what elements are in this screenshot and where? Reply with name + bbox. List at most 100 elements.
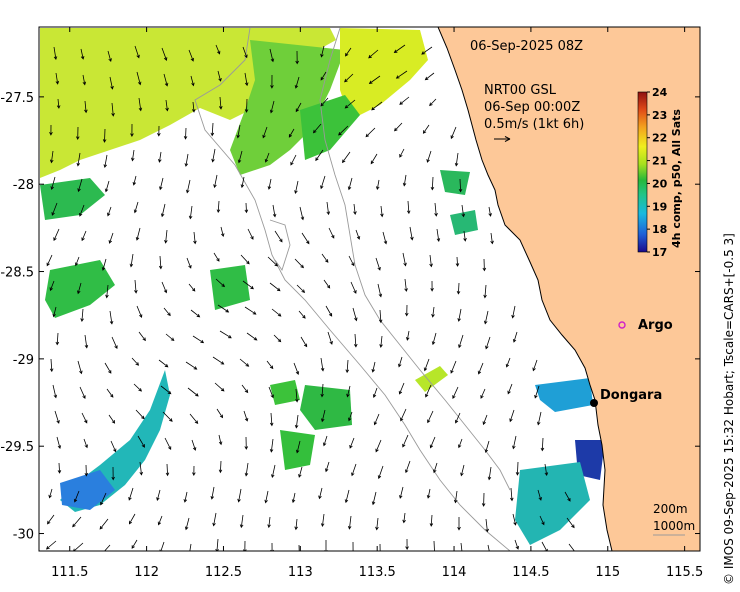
current-arrow	[380, 205, 384, 218]
current-arrow	[185, 361, 198, 370]
current-arrow	[328, 227, 335, 239]
current-arrow	[505, 357, 511, 368]
current-arrow	[102, 544, 111, 551]
current-arrow	[370, 153, 378, 165]
current-arrow	[537, 489, 542, 501]
current-arrow	[368, 49, 379, 59]
current-arrow	[450, 360, 457, 374]
current-arrow	[429, 254, 433, 268]
current-arrow	[398, 356, 403, 368]
current-arrow	[135, 409, 145, 420]
current-arrow	[210, 122, 215, 137]
current-arrow	[347, 515, 352, 530]
current-arrow	[79, 204, 85, 217]
current-arrow	[262, 126, 268, 139]
sst-patch-coast-green	[440, 170, 470, 195]
current-arrow	[394, 122, 403, 132]
current-arrow	[267, 256, 279, 267]
current-arrow	[191, 101, 196, 113]
current-arrow	[57, 462, 62, 474]
current-arrow	[161, 281, 168, 294]
current-arrow	[295, 102, 302, 113]
current-arrow	[421, 46, 433, 55]
current-arrow	[379, 543, 381, 551]
current-arrow	[429, 436, 436, 449]
current-arrow	[452, 386, 459, 399]
current-arrow	[345, 359, 350, 374]
current-arrow	[270, 74, 274, 89]
x-tick-label: 114	[442, 565, 467, 580]
depth-legend-200m: 200m	[653, 502, 688, 516]
current-arrow	[84, 334, 89, 349]
current-arrow	[378, 309, 383, 324]
current-arrow	[183, 491, 188, 503]
current-arrow	[377, 283, 383, 298]
contour-1000m	[194, 27, 511, 551]
current-arrow	[532, 359, 538, 372]
current-arrow	[243, 540, 247, 551]
current-arrow	[188, 205, 193, 220]
depth-contours	[194, 27, 511, 551]
current-arrow	[457, 308, 462, 322]
current-arrow	[210, 486, 215, 500]
current-arrow	[326, 201, 331, 216]
current-arrow	[136, 71, 142, 86]
current-arrow	[133, 201, 139, 214]
colorbar-tick-label: 24	[652, 86, 668, 99]
colorbar-ticks: 17 18 19 20 21 22 23 24	[647, 86, 668, 259]
current-arrow	[109, 76, 114, 90]
current-arrow	[136, 305, 143, 318]
y-tick-label: -28	[13, 178, 34, 193]
current-arrow	[161, 47, 168, 61]
current-arrow	[294, 518, 298, 531]
current-arrow	[450, 126, 457, 140]
current-arrow	[488, 206, 492, 217]
current-arrow	[104, 180, 110, 193]
current-arrow	[395, 70, 408, 79]
current-arrow	[365, 127, 376, 138]
current-arrow	[164, 229, 168, 244]
current-arrow	[298, 466, 303, 478]
current-arrow	[482, 414, 488, 426]
current-arrow	[110, 440, 117, 453]
current-arrow	[56, 436, 62, 450]
current-arrow	[375, 439, 382, 453]
current-arrow	[269, 48, 275, 63]
current-arrow	[240, 176, 245, 189]
current-arrow	[218, 460, 223, 474]
current-arrow	[104, 362, 112, 374]
x-tick-label: 112	[134, 565, 159, 580]
colorbar: 17 18 19 20 21 22 23 24 4h comp, p50, All Sats	[637, 86, 683, 259]
current-arrow	[320, 175, 326, 190]
x-tick-label: 113	[288, 565, 313, 580]
current-arrow	[157, 515, 163, 526]
current-arrow	[458, 178, 463, 193]
sst-patch-center-green-3	[270, 380, 300, 405]
current-arrow	[211, 148, 216, 163]
sst-patch-center-green-1	[210, 265, 250, 310]
current-arrow	[81, 230, 87, 242]
current-arrow	[321, 409, 326, 423]
current-arrow	[426, 488, 431, 499]
current-arrow	[137, 435, 145, 448]
current-arrow	[325, 305, 333, 317]
current-arrow	[434, 202, 438, 217]
current-arrow	[158, 359, 169, 368]
current-arrow	[564, 491, 571, 502]
current-arrow	[295, 440, 301, 454]
current-arrow	[162, 411, 173, 422]
current-arrow	[315, 149, 324, 162]
current-arrow	[344, 489, 350, 504]
current-arrow	[244, 202, 249, 214]
y-tick-label: -29	[13, 353, 34, 368]
current-arrow	[72, 516, 82, 528]
current-arrow	[158, 151, 162, 163]
current-arrow	[192, 335, 205, 344]
current-arrow	[239, 358, 250, 367]
x-tick-label: 111.5	[51, 565, 88, 580]
sst-patch-southwest-blue	[60, 470, 115, 510]
current-arrow	[267, 178, 272, 190]
contour-ridge	[269, 219, 291, 272]
current-arrow	[294, 414, 299, 429]
current-arrow	[132, 175, 137, 186]
